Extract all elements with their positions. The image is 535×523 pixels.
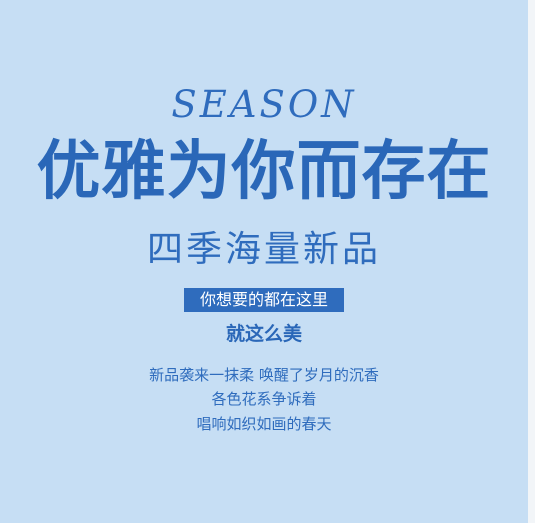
tag-label: 你想要的都在这里 xyxy=(183,288,344,312)
body-line-2: 各色花系争诉着 xyxy=(211,390,317,408)
right-edge-strip xyxy=(528,0,535,523)
body-line-1: 新品袭来一抹柔 唤醒了岁月的沉香 xyxy=(149,366,379,384)
season-title: SEASON xyxy=(171,83,357,126)
subheadline: 四季海量新品 xyxy=(146,229,381,270)
tag-banner: 你想要的都在这里 xyxy=(0,288,528,312)
headline: 优雅为你而存在 xyxy=(36,135,492,209)
emphasis-text: 就这么美 xyxy=(225,323,302,345)
body-line-3: 唱响如织如画的春天 xyxy=(196,415,332,433)
